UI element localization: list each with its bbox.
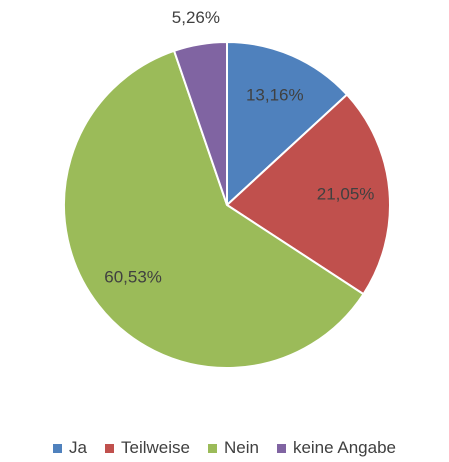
pie-slice (226, 40, 349, 208)
data-label: 60,53% (104, 268, 162, 287)
pie-slice (172, 40, 228, 206)
legend-swatch (276, 443, 286, 453)
legend-item: Teilweise (104, 438, 190, 458)
legend-item: Ja (53, 438, 87, 458)
legend-label: Teilweise (120, 438, 190, 457)
legend-swatch (207, 443, 217, 453)
data-label: 5,26% (172, 8, 220, 27)
chart: 13,16% 21,05% 60,53% 5,26% (63, 8, 391, 369)
data-label: 21,05% (317, 185, 375, 204)
legend-swatch (104, 443, 114, 453)
legend: Ja Teilweise Nein keine Angabe (0, 438, 449, 458)
pie-slice (63, 49, 365, 369)
data-label: 13,16% (246, 86, 304, 105)
pie-slice (225, 93, 391, 296)
legend-label: Ja (69, 438, 87, 457)
legend-label: Nein (223, 438, 259, 457)
legend-swatch (53, 443, 63, 453)
legend-label: keine Angabe (292, 438, 396, 457)
legend-item: keine Angabe (276, 438, 396, 458)
legend-item: Nein (207, 438, 259, 458)
